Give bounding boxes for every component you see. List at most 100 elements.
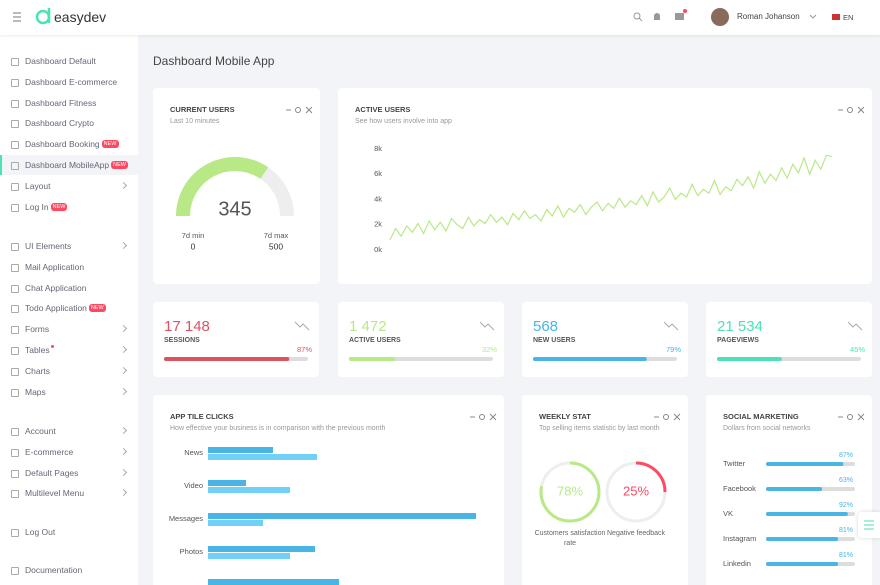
- nav-item[interactable]: E-commerce: [0, 442, 138, 462]
- nav-chevron: [119, 489, 128, 497]
- nav-item[interactable]: Dashboard E-commerce: [0, 72, 138, 92]
- card: 568 NEW USERS 79%: [522, 302, 688, 377]
- chart-svg: [717, 321, 863, 361]
- flag: [832, 14, 840, 20]
- stat-value: 17 148: [164, 318, 210, 335]
- progress-bar: [766, 487, 823, 491]
- language[interactable]: EN: [843, 13, 854, 22]
- donut-caption: Negative feedback: [607, 530, 665, 537]
- nav-icon: [11, 120, 19, 129]
- nav-label: Todo Application NEW: [25, 303, 106, 314]
- card-subtitle: How effective your business is in compar…: [170, 425, 386, 432]
- nav-label: Log In NEW: [25, 201, 68, 212]
- nav-label: Log Out: [25, 527, 56, 537]
- user-name[interactable]: Roman Johanson: [737, 12, 800, 21]
- nav-item[interactable]: Account: [0, 421, 138, 441]
- nav-item[interactable]: Dashboard Crypto: [0, 113, 138, 133]
- card-title: SOCIAL MARKETING: [723, 412, 799, 421]
- nav-label: Maps: [25, 386, 46, 397]
- chart-svg: [864, 520, 874, 530]
- progress-bar: [349, 357, 396, 361]
- nav-item[interactable]: Dashboard MobileApp NEW: [0, 155, 138, 175]
- nav-label: Dashboard Crypto: [25, 118, 94, 129]
- nav-label: Default Pages: [25, 467, 79, 478]
- nav-icon: [11, 99, 19, 108]
- nav-icon: [11, 141, 19, 150]
- nav-label: Forms: [25, 324, 50, 335]
- nav-item[interactable]: Documentation: [0, 560, 138, 580]
- reload-icon: [295, 107, 301, 113]
- card-subtitle: Last 10 minutes: [170, 118, 220, 125]
- close-icon: [857, 106, 865, 114]
- menu-icon[interactable]: [13, 12, 21, 22]
- nav-item[interactable]: Layout: [0, 176, 138, 196]
- nav-item[interactable]: Default Pages: [0, 463, 138, 483]
- y-tick-label: 8k: [374, 144, 382, 153]
- card: 17 148 SESSIONS 87%: [153, 302, 319, 377]
- nav-chevron: [119, 447, 128, 455]
- chart-svg: [349, 321, 495, 361]
- customizer-button[interactable]: [858, 512, 880, 538]
- reload-icon: [479, 414, 485, 420]
- nav-item[interactable]: Todo Application NEW: [0, 298, 138, 318]
- nav-item[interactable]: Dashboard Fitness: [0, 93, 138, 113]
- avatar[interactable]: [711, 8, 729, 26]
- nav-item[interactable]: Multilevel Menu: [0, 483, 138, 503]
- line-series: [389, 154, 833, 241]
- y-tick-label: 6k: [374, 169, 382, 178]
- card: SOCIAL MARKETING Dollars from social netw…: [706, 395, 872, 585]
- stat-label: ACTIVE USERS: [349, 337, 401, 344]
- nav-icon: [11, 448, 19, 457]
- nav-item[interactable]: Maps: [0, 382, 138, 402]
- network-percent: 81%: [839, 552, 853, 559]
- topbar-icons: [13, 8, 840, 26]
- progress-bar: [766, 462, 844, 466]
- nav-icon: [11, 162, 19, 170]
- nav-item[interactable]: Forms: [0, 319, 138, 339]
- y-tick-label: 2k: [374, 220, 382, 229]
- topbar: easydev Roman Johanson EN: [0, 0, 880, 35]
- nav-icon: [11, 58, 19, 66]
- nav-icon: [11, 78, 19, 87]
- gauge-extreme: 500: [269, 241, 283, 251]
- nav-item[interactable]: Charts: [0, 361, 138, 381]
- close-icon: [857, 413, 865, 421]
- nav-item[interactable]: Log In NEW: [0, 197, 138, 217]
- card-controls: [838, 413, 865, 421]
- logo-text: easydev: [54, 9, 107, 25]
- mail-dot: [683, 9, 687, 13]
- nav-item[interactable]: UI Elements: [0, 236, 138, 256]
- nav-badge: NEW: [111, 161, 128, 169]
- chevron[interactable]: [809, 14, 817, 19]
- nav-label: Dashboard Fitness: [25, 97, 97, 108]
- nav-chevron: [119, 366, 128, 374]
- progress-bar: [717, 357, 782, 361]
- donut-caption: Customers satisfaction rate: [534, 530, 606, 547]
- stat-percent: 32%: [481, 345, 497, 354]
- card-title: ACTIVE USERS: [355, 105, 411, 114]
- card-subtitle: Dollars from social networks: [723, 425, 811, 432]
- bar: [208, 520, 263, 526]
- card-subtitle: Top selling items statistic by last mont…: [539, 425, 660, 432]
- nav-badge: NEW: [88, 304, 106, 313]
- chart-svg: [533, 321, 679, 361]
- stat-value: 568: [533, 318, 559, 335]
- nav-item[interactable]: Log Out: [0, 522, 138, 542]
- gauge-value: [176, 157, 269, 217]
- nav-item[interactable]: Dashboard Default: [0, 51, 138, 71]
- nav-item[interactable]: Mail Application: [0, 257, 138, 277]
- nav-item[interactable]: Tables: [0, 340, 138, 360]
- card-controls: [470, 413, 497, 421]
- nav-item[interactable]: Dashboard Booking NEW: [0, 134, 138, 154]
- search-icon[interactable]: [633, 12, 643, 22]
- bell-icon[interactable]: [654, 13, 660, 20]
- nav-label: Multilevel Menu: [25, 488, 85, 499]
- gauge-caption: 7d max: [264, 231, 289, 240]
- card: ACTIVE USERS See how users involve into a…: [338, 88, 872, 284]
- bar: [208, 487, 290, 493]
- progress-bar: [533, 357, 647, 361]
- card-controls: [838, 106, 865, 114]
- mail-icon[interactable]: [675, 13, 684, 20]
- nav-item[interactable]: Chat Application: [0, 278, 138, 298]
